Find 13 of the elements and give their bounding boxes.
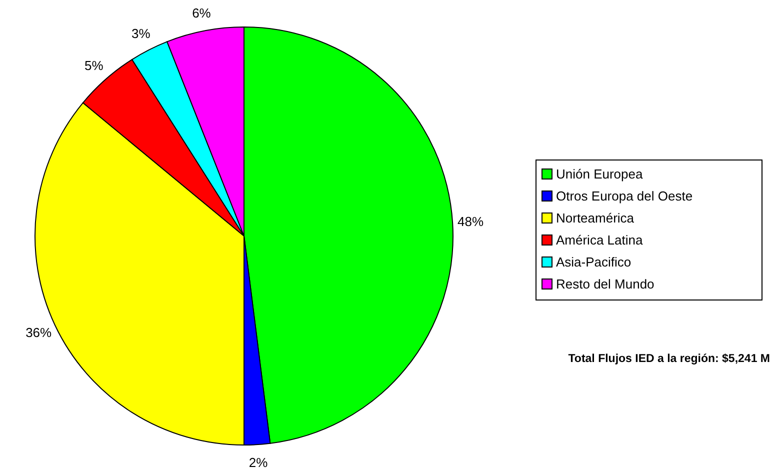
legend-label: Otros Europa del Oeste	[556, 188, 693, 204]
data-label: 6%	[192, 6, 212, 21]
legend-label: Unión Europea	[556, 166, 644, 182]
data-label: 3%	[132, 26, 151, 42]
data-label: 36%	[26, 325, 52, 340]
text: Total Flujos IED a la región: $5,241 M	[568, 353, 770, 365]
legend-label: Norteamérica	[556, 210, 635, 226]
legend-label: América Latina	[556, 232, 644, 248]
data-label: 2%	[248, 455, 268, 470]
data-label: 48%	[458, 214, 484, 230]
data-label: 5%	[84, 58, 104, 74]
legend-label: Asia-Pacifico	[556, 254, 632, 270]
legend-label: Resto del Mundo	[556, 276, 654, 292]
